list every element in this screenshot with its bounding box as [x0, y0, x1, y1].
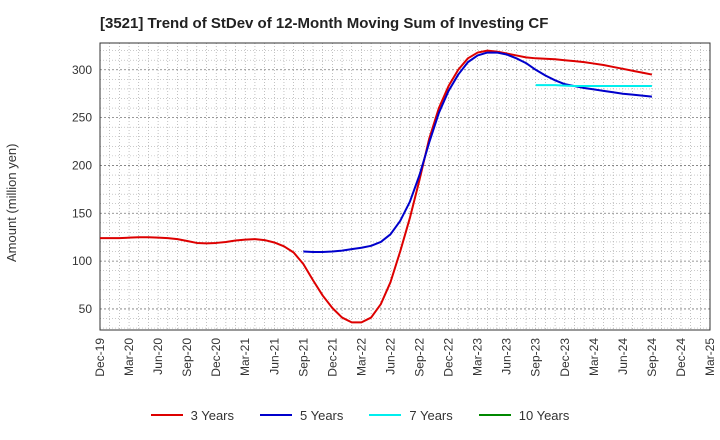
- legend-item: 5 Years: [260, 405, 343, 425]
- legend-swatch: [150, 414, 183, 416]
- legend: 3 Years 5 Years 7 Years 10 Years: [0, 405, 720, 425]
- legend-label: 5 Years: [300, 407, 344, 423]
- x-tick-label: Mar-21: [238, 338, 252, 376]
- x-tick-label: Dec-20: [209, 338, 223, 377]
- x-tick-label: Sep-24: [645, 338, 659, 377]
- x-tick-label: Mar-23: [471, 338, 485, 376]
- x-tick-label: Mar-22: [354, 338, 368, 376]
- legend-swatch: [260, 414, 292, 416]
- x-tick-label: Dec-21: [325, 338, 339, 377]
- x-tick-label: Mar-25: [703, 338, 717, 376]
- y-tick-label: 50: [79, 302, 93, 316]
- plot-border: [99, 42, 711, 331]
- legend-label: 7 Years: [409, 407, 453, 423]
- x-tick-label: Mar-20: [122, 338, 136, 376]
- x-tick-label: Dec-24: [674, 338, 688, 377]
- plot-area: Dec-19 Mar-20 Jun-20 Sep-20 Dec-20 Mar-21 Jun-…: [72, 42, 717, 377]
- y-tick-label: 300: [72, 63, 92, 77]
- x-tick-label: Sep-22: [413, 338, 427, 377]
- legend-label: 3 Years: [190, 407, 234, 423]
- x-tick-label: Dec-23: [558, 338, 572, 377]
- x-tick-label: Sep-23: [529, 338, 543, 377]
- series-line: [535, 84, 652, 88]
- x-tick-label: Sep-20: [180, 338, 194, 377]
- legend-swatch: [369, 414, 402, 416]
- x-tick-label: Dec-22: [442, 338, 456, 377]
- legend-item: 3 Years: [150, 405, 234, 425]
- x-tick-label: Jun-24: [616, 338, 630, 375]
- x-tick-label: Jun-22: [383, 338, 397, 375]
- y-tick-label: 200: [72, 158, 92, 172]
- legend-swatch: [478, 414, 511, 416]
- legend-item: 7 Years: [369, 405, 453, 425]
- y-tick-label: 150: [72, 206, 92, 220]
- series-line: [100, 49, 653, 324]
- y-tick-label: 250: [72, 111, 92, 125]
- x-tick-label: Sep-21: [296, 338, 310, 377]
- x-tick-label: Dec-19: [93, 338, 107, 377]
- legend-item: 10 Years: [478, 405, 570, 425]
- x-tick-label: Jun-23: [500, 338, 514, 375]
- x-tick-label: Mar-24: [587, 338, 601, 376]
- chart-title: [3521] Trend of StDev of 12-Month Moving…: [100, 15, 549, 32]
- y-tick-label: 100: [72, 254, 92, 268]
- x-tick-label: Jun-21: [267, 338, 281, 375]
- x-tick-label: Jun-20: [151, 338, 165, 375]
- series-line: [303, 51, 652, 254]
- legend-label: 10 Years: [518, 407, 570, 423]
